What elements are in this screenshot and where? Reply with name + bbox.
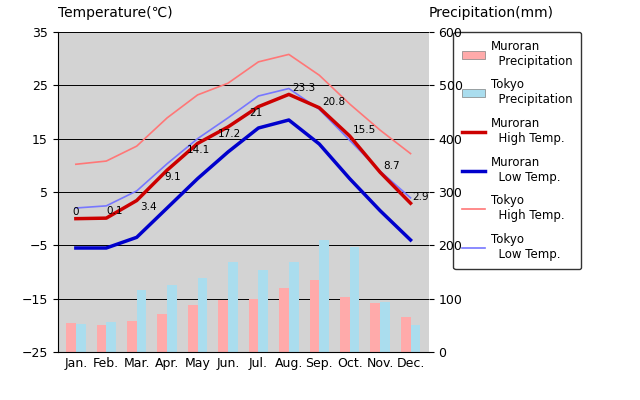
Bar <box>279 288 289 352</box>
Bar <box>228 262 237 352</box>
Bar <box>127 320 137 352</box>
Bar <box>157 314 167 352</box>
Text: 14.1: 14.1 <box>187 145 210 155</box>
Text: 20.8: 20.8 <box>323 96 346 106</box>
Bar <box>218 300 228 352</box>
Bar <box>380 302 390 352</box>
Text: 3.4: 3.4 <box>140 202 156 212</box>
Text: 8.7: 8.7 <box>383 161 400 171</box>
Bar <box>106 322 116 352</box>
Text: Temperature(℃): Temperature(℃) <box>58 6 172 20</box>
Bar <box>198 278 207 352</box>
Bar <box>371 304 380 352</box>
Bar <box>97 325 106 352</box>
Bar <box>259 270 268 352</box>
Text: 9.1: 9.1 <box>164 172 180 182</box>
Bar <box>188 304 198 352</box>
Bar <box>76 324 86 352</box>
Bar <box>167 285 177 352</box>
Bar <box>401 317 410 352</box>
Bar <box>310 280 319 352</box>
Bar <box>137 290 147 352</box>
Text: Precipitation(mm): Precipitation(mm) <box>429 6 554 20</box>
Bar <box>340 297 349 352</box>
Bar <box>349 247 360 352</box>
Legend: Muroran
  Precipitation, Tokyo
  Precipitation, Muroran
  High Temp., Muroran
  : Muroran Precipitation, Tokyo Precipitati… <box>453 32 581 269</box>
Text: 21: 21 <box>250 108 262 118</box>
Text: 2.9: 2.9 <box>412 192 429 202</box>
Bar <box>66 323 76 352</box>
Text: 0.1: 0.1 <box>106 206 123 216</box>
Bar <box>319 240 329 352</box>
Text: 0: 0 <box>73 207 79 217</box>
Text: 15.5: 15.5 <box>353 125 376 135</box>
Text: 17.2: 17.2 <box>218 128 241 138</box>
Bar <box>410 325 420 352</box>
Bar <box>289 262 299 352</box>
Bar <box>249 299 259 352</box>
Text: 23.3: 23.3 <box>292 83 315 93</box>
